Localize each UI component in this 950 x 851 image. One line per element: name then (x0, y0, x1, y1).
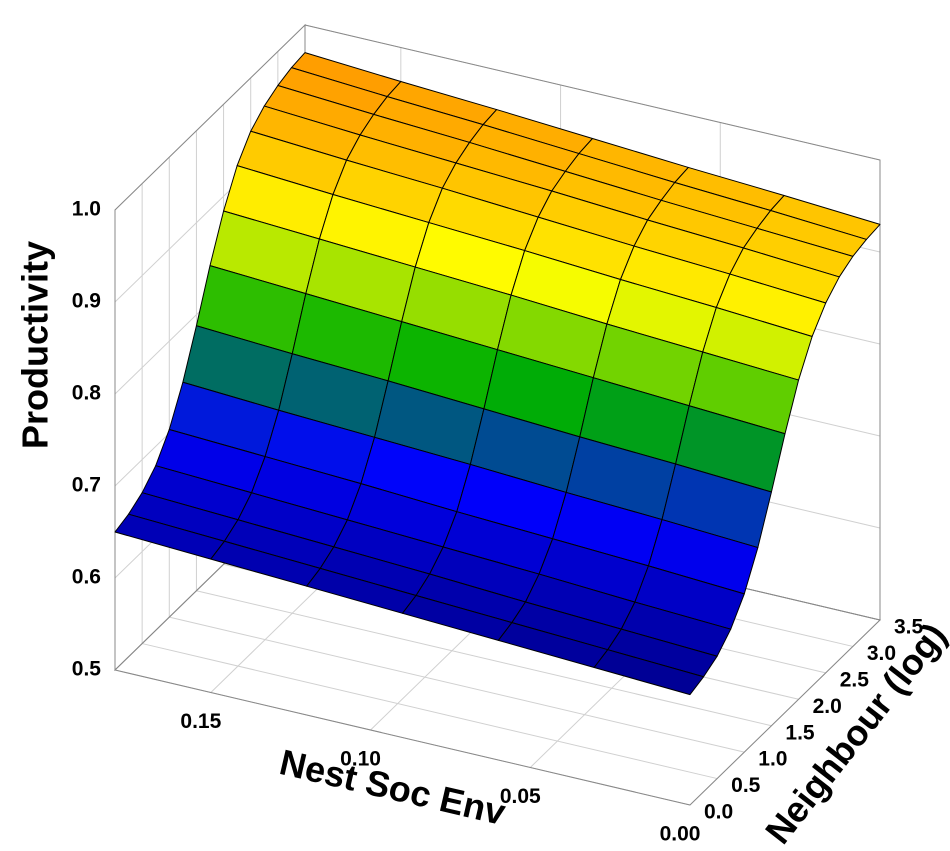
z-tick-label: 0.7 (72, 474, 101, 497)
y-tick-label: 0.0 (704, 801, 733, 824)
z-tick-label: 0.5 (72, 658, 102, 681)
z-tick-label: 0.8 (72, 382, 102, 405)
y-tick-label: 1.0 (758, 748, 787, 771)
grid-line (169, 616, 745, 753)
z-tick-label: 0.9 (72, 290, 101, 313)
x-tick-label: 0.05 (500, 785, 541, 808)
surface (114, 52, 881, 696)
z-tick-label: 0.6 (72, 566, 101, 589)
y-tick-label: 1.5 (785, 721, 815, 744)
grid-line (142, 643, 718, 780)
y-tick-label: 3.0 (867, 642, 896, 665)
x-tick-label: 0.00 (660, 823, 701, 846)
x-tick-label: 0.10 (340, 748, 381, 771)
y-tick-label: 2.0 (813, 695, 842, 718)
y-tick-label: 3.5 (894, 616, 924, 639)
y-tick-label: 0.5 (731, 774, 761, 797)
x-tick-label: 0.15 (180, 710, 221, 733)
z-tick-label: 1.0 (72, 198, 101, 221)
y-tick-label: 2.5 (840, 668, 870, 691)
z-axis-label: Productivity (15, 241, 56, 449)
x-axis-label: Nest Soc Env (276, 741, 509, 833)
grid-line (196, 590, 772, 727)
surface-patch (593, 649, 705, 696)
